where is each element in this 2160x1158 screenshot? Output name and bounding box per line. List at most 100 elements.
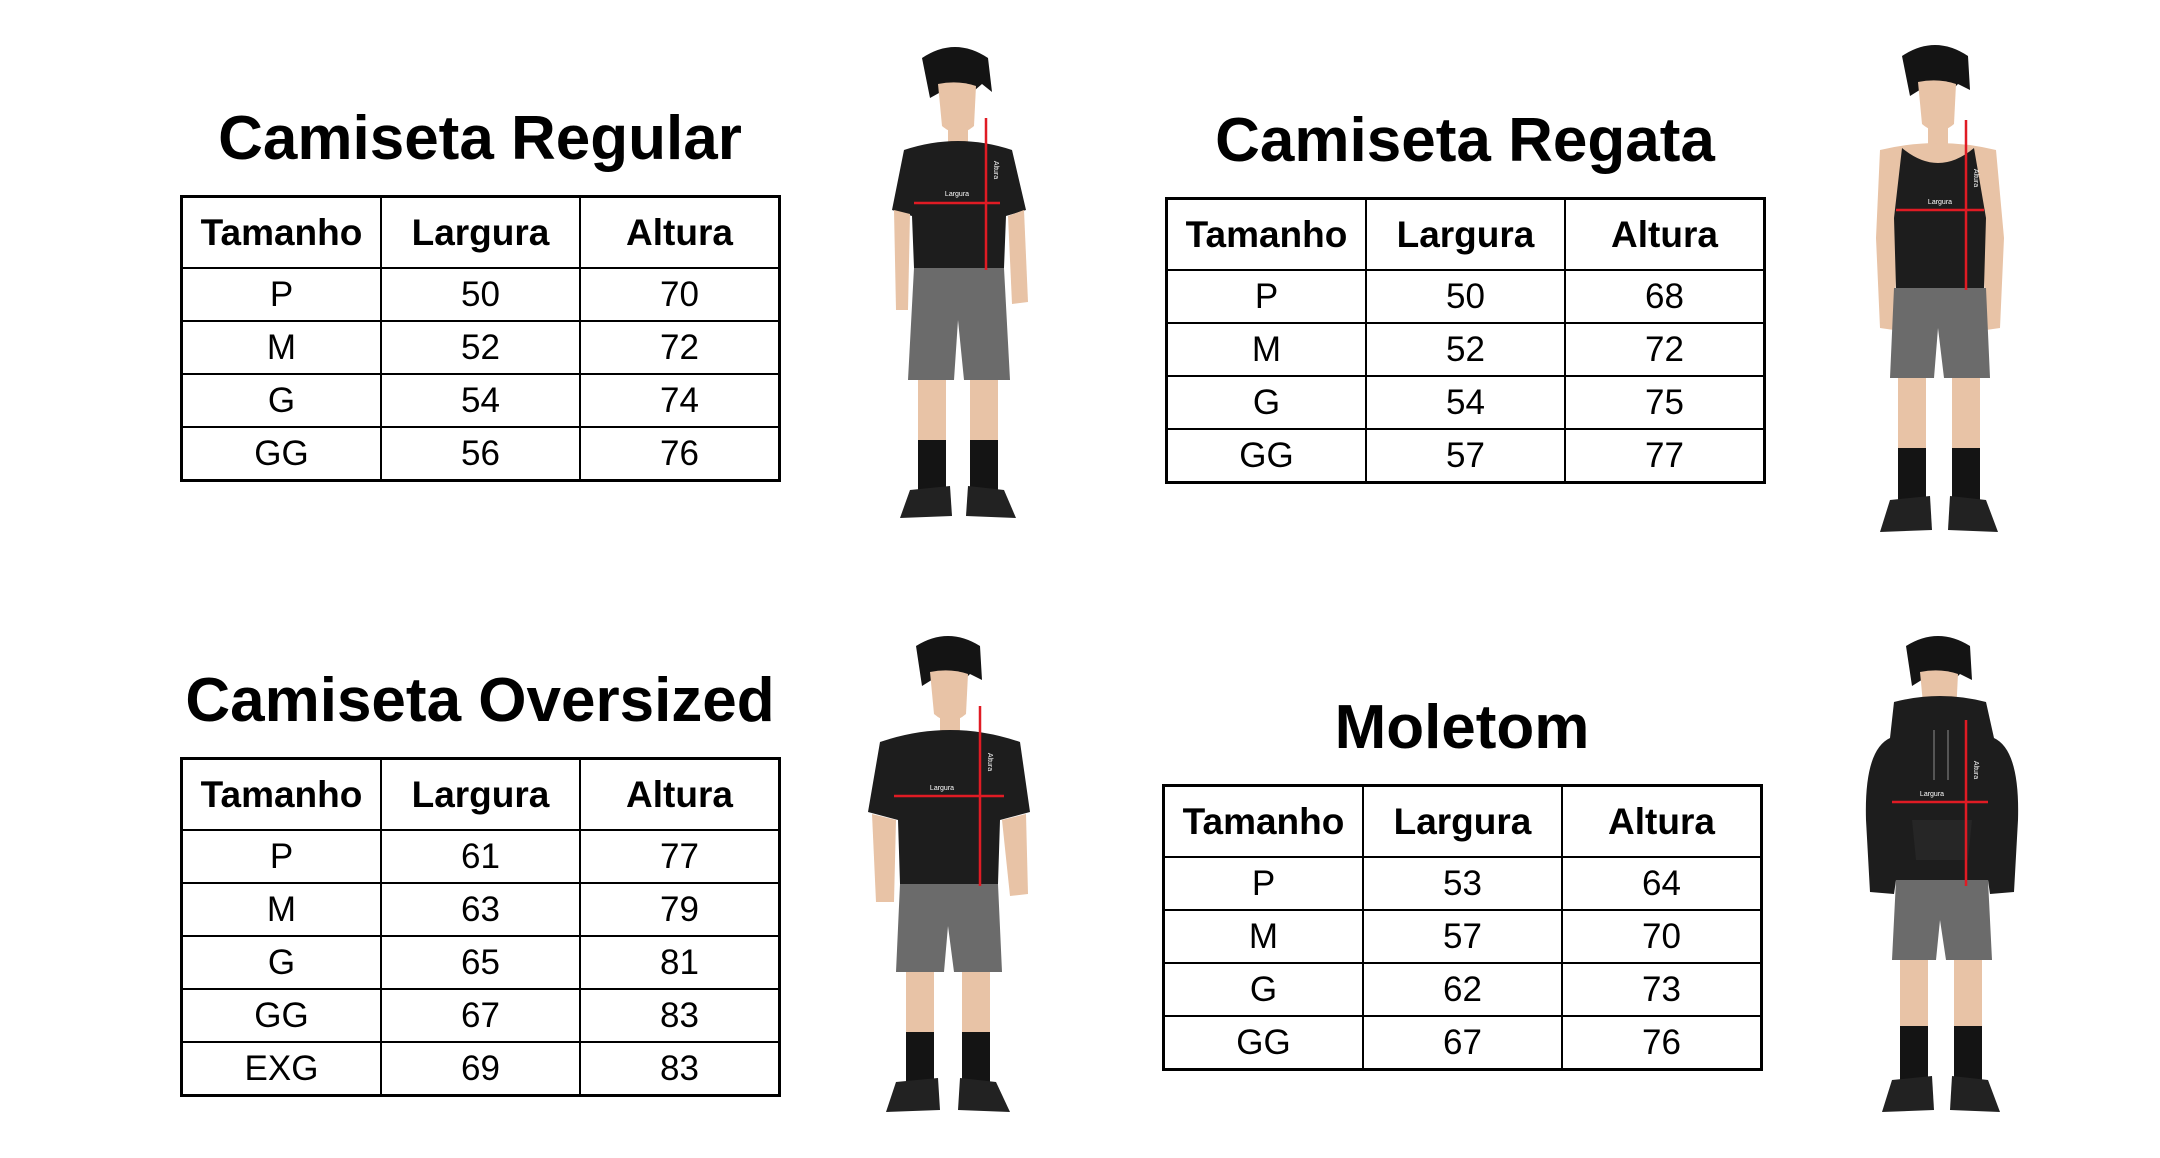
header-width: Largura [380, 195, 581, 269]
left-sock-shape [918, 440, 946, 490]
height-cell: 73 [1561, 962, 1763, 1017]
shorts-shape [1890, 288, 1990, 378]
height-cell: 70 [1561, 909, 1763, 964]
height-cell: 76 [1561, 1015, 1763, 1071]
left-shoe-shape [886, 1078, 940, 1112]
table-row: G 54 75 [1165, 375, 1766, 430]
size-table-oversized: Tamanho Largura Altura P 61 77 M 63 79 G 65 81… [180, 757, 781, 1097]
height-cell: 70 [579, 267, 781, 322]
tank-top-shape [1894, 148, 1986, 288]
table-row: P 50 68 [1165, 269, 1766, 324]
size-cell: P [180, 267, 382, 322]
header-height: Altura [1561, 784, 1763, 858]
right-sock-shape [970, 440, 998, 490]
width-cell: 50 [380, 267, 581, 322]
size-cell: P [180, 829, 382, 884]
oversized-tshirt-shape [868, 730, 1030, 884]
right-shoe-shape [966, 486, 1016, 518]
header-width: Largura [1362, 784, 1563, 858]
table-row: GG 57 77 [1165, 428, 1766, 484]
size-cell: G [1165, 375, 1367, 430]
shorts-shape [1892, 880, 1992, 960]
table-row: P 61 77 [180, 829, 781, 884]
table-row: M 52 72 [1165, 322, 1766, 377]
left-shoe-shape [1880, 496, 1932, 532]
table-row: GG 56 76 [180, 426, 781, 482]
width-cell: 67 [380, 988, 581, 1043]
left-shoe-shape [1882, 1076, 1934, 1112]
table-row: GG 67 76 [1162, 1015, 1763, 1071]
face-shape [1918, 80, 1956, 131]
model-figure-tank-top: Largura Altura [1840, 38, 2040, 548]
width-cell: 52 [1365, 322, 1566, 377]
chart-title-moletom: Moletom [1334, 693, 1590, 762]
hoodie-pocket-shape [1912, 820, 1972, 860]
width-cell: 52 [380, 320, 581, 375]
height-cell: 83 [579, 988, 781, 1043]
height-measure-label: Altura [986, 753, 993, 771]
size-cell: G [180, 373, 382, 428]
neck-shape [940, 714, 960, 732]
size-cell: M [180, 320, 382, 375]
width-cell: 63 [380, 882, 581, 937]
height-cell: 76 [579, 426, 781, 482]
size-cell: M [180, 882, 382, 937]
right-arm-shape [1008, 210, 1028, 304]
size-cell: G [180, 935, 382, 990]
height-cell: 68 [1564, 269, 1766, 324]
right-sock-shape [962, 1032, 990, 1082]
height-measure-label: Altura [992, 161, 999, 179]
width-cell: 53 [1362, 856, 1563, 911]
chart-title-regata: Camiseta Regata [1215, 106, 1715, 175]
size-cell: GG [180, 988, 382, 1043]
model-figure-regular-tshirt: Largura Altura [860, 40, 1060, 540]
table-row: P 53 64 [1162, 856, 1763, 911]
chart-title-oversized: Camiseta Oversized [185, 666, 775, 735]
table-row: P 50 70 [180, 267, 781, 322]
height-cell: 72 [1564, 322, 1766, 377]
header-height: Altura [579, 757, 781, 831]
neck-shape [1928, 124, 1948, 144]
height-cell: 72 [579, 320, 781, 375]
width-cell: 54 [380, 373, 581, 428]
neck-shape [948, 126, 968, 146]
table-row: G 62 73 [1162, 962, 1763, 1017]
width-cell: 54 [1365, 375, 1566, 430]
table-row: M 57 70 [1162, 909, 1763, 964]
height-cell: 81 [579, 935, 781, 990]
left-sock-shape [1898, 448, 1926, 500]
width-cell: 62 [1362, 962, 1563, 1017]
size-cell: M [1165, 322, 1367, 377]
left-shoe-shape [900, 486, 952, 518]
height-cell: 75 [1564, 375, 1766, 430]
width-cell: 69 [380, 1041, 581, 1097]
model-figure-oversized-tshirt: Largura Altura [850, 632, 1050, 1132]
header-height: Altura [579, 195, 781, 269]
left-sock-shape [1900, 1026, 1928, 1080]
header-height: Altura [1564, 197, 1766, 271]
header-size: Tamanho [180, 757, 382, 831]
size-table-regular: Tamanho Largura Altura P 50 70 M 52 72 G 54 74… [180, 195, 781, 482]
size-cell: GG [1162, 1015, 1364, 1071]
table-row: M 63 79 [180, 882, 781, 937]
table-header-row: Tamanho Largura Altura [180, 195, 781, 269]
table-row: EXG 69 83 [180, 1041, 781, 1097]
width-cell: 65 [380, 935, 581, 990]
left-arm-shape [894, 210, 910, 310]
size-table-regata: Tamanho Largura Altura P 50 68 M 52 72 G 54 75… [1165, 197, 1766, 484]
height-cell: 77 [1564, 428, 1766, 484]
width-measure-label: Largura [1920, 791, 1944, 798]
chart-title-regular: Camiseta Regular [218, 104, 742, 173]
height-cell: 74 [579, 373, 781, 428]
height-cell: 79 [579, 882, 781, 937]
size-cell: G [1162, 962, 1364, 1017]
width-measure-label: Largura [930, 785, 954, 792]
left-arm-shape [872, 814, 896, 902]
size-cell: P [1165, 269, 1367, 324]
table-header-row: Tamanho Largura Altura [1162, 784, 1763, 858]
header-width: Largura [1365, 197, 1566, 271]
width-measure-label: Largura [945, 191, 969, 198]
right-sock-shape [1954, 1026, 1982, 1080]
header-size: Tamanho [1162, 784, 1364, 858]
shorts-shape [908, 268, 1010, 380]
